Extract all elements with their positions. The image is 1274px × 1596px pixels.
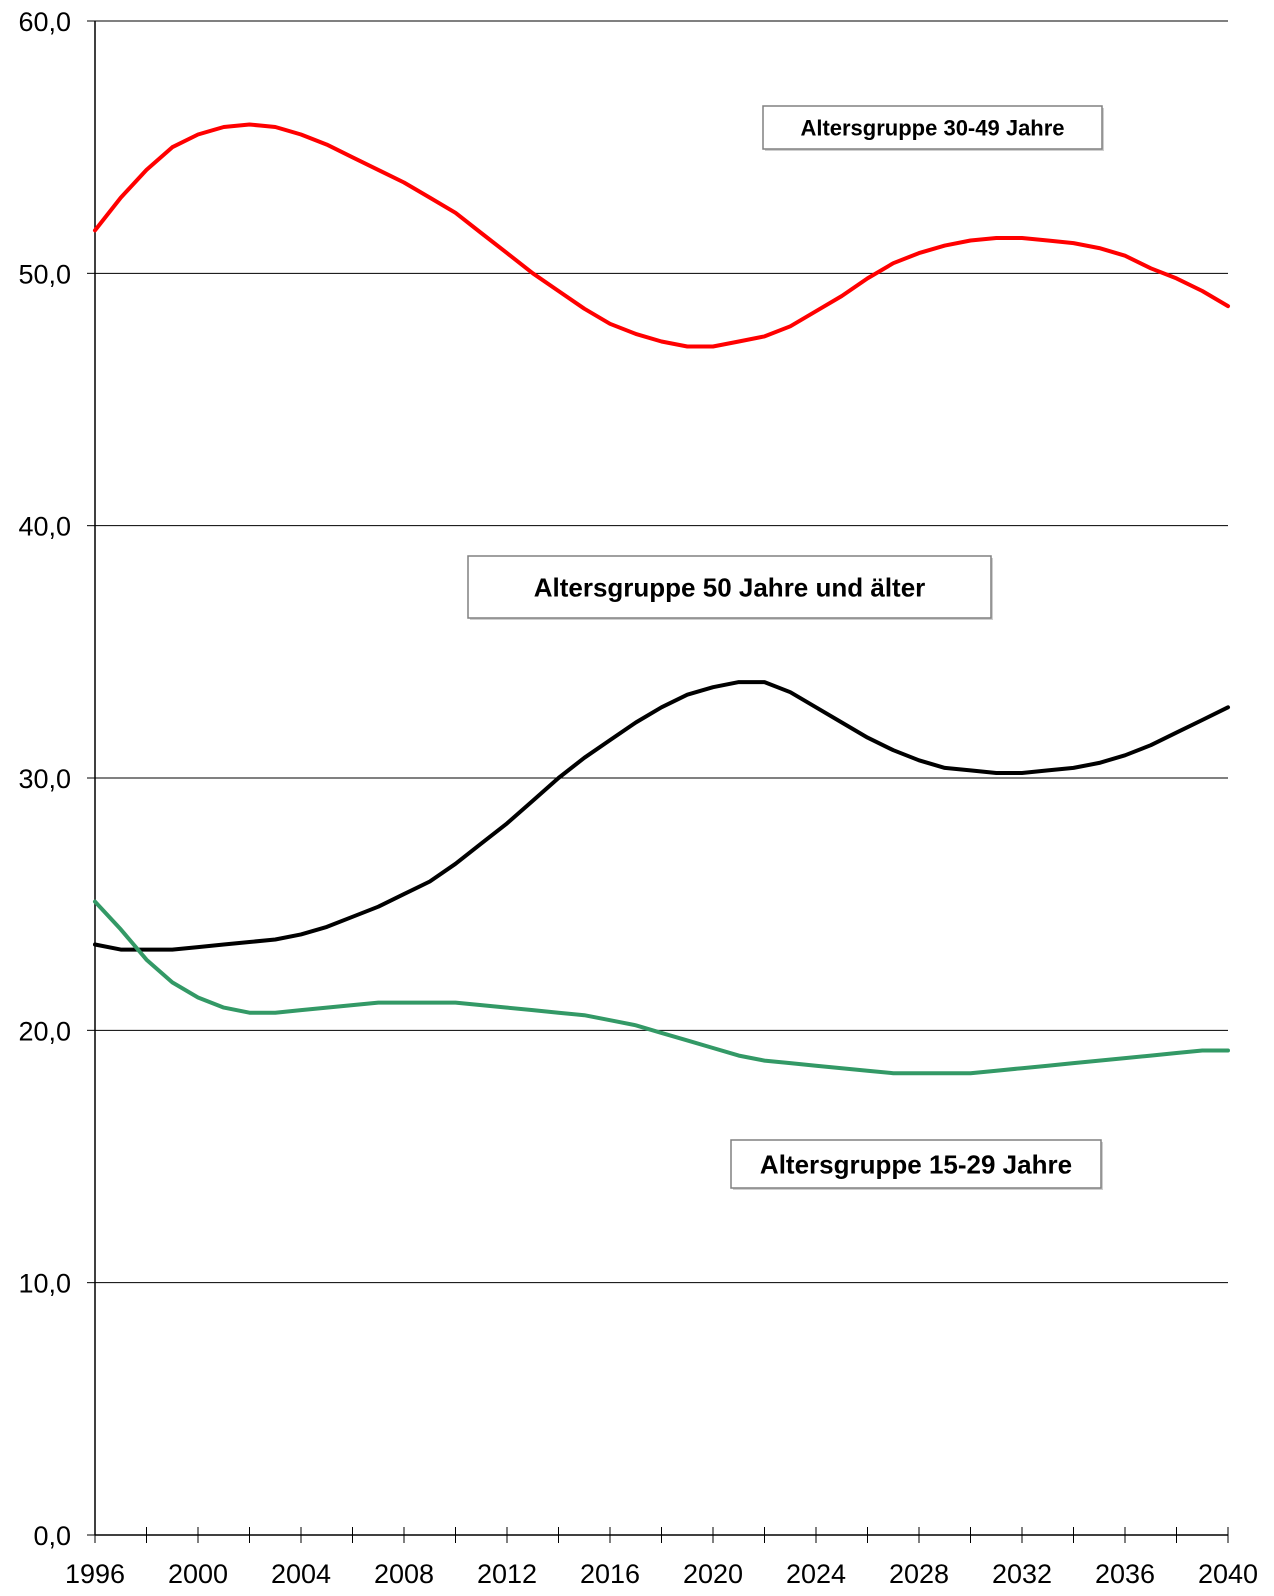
annotation-label: Altersgruppe 15-29 Jahre bbox=[760, 1149, 1072, 1179]
annotation-box-frame bbox=[730, 1139, 1102, 1189]
annotation-box-30-49: Altersgruppe 30-49 Jahre bbox=[762, 105, 1104, 151]
y-tick-label: 30,0 bbox=[18, 764, 71, 794]
x-tick-label: 2004 bbox=[271, 1559, 331, 1589]
x-tick-label: 2032 bbox=[992, 1559, 1052, 1589]
series-lines bbox=[93, 122, 1230, 1076]
x-tick-label: 2040 bbox=[1198, 1559, 1258, 1589]
x-tick-label: 2012 bbox=[477, 1559, 537, 1589]
x-tick-label: 2020 bbox=[683, 1559, 743, 1589]
y-tick-label: 20,0 bbox=[18, 1016, 71, 1046]
x-tick-label: 2036 bbox=[1095, 1559, 1155, 1589]
x-tick-label: 2000 bbox=[168, 1559, 228, 1589]
series-annotations: Altersgruppe 30-49 Jahre Altersgruppe 50 … bbox=[467, 105, 1104, 1190]
x-tick-label: 2028 bbox=[889, 1559, 949, 1589]
annotation-box-frame bbox=[762, 105, 1103, 150]
x-tick-label: 2016 bbox=[580, 1559, 640, 1589]
series-line-15-29 bbox=[93, 899, 1230, 1076]
y-tick-label: 0,0 bbox=[33, 1521, 71, 1551]
x-tick-label: 2008 bbox=[374, 1559, 434, 1589]
y-tick-label: 50,0 bbox=[18, 259, 71, 289]
axes: 0,0 10,0 20,0 30,0 40,0 50,0 60,0 1996 2000 2004 2… bbox=[18, 7, 1258, 1589]
annotation-box-50-plus: Altersgruppe 50 Jahre und älter bbox=[467, 555, 993, 620]
annotation-box-15-29: Altersgruppe 15-29 Jahre bbox=[730, 1139, 1103, 1190]
annotation-box-frame bbox=[467, 555, 992, 619]
y-tick-label: 60,0 bbox=[18, 7, 71, 37]
annotation-label: Altersgruppe 30-49 Jahre bbox=[800, 115, 1064, 140]
series-line-30-49 bbox=[93, 122, 1230, 349]
annotation-label: Altersgruppe 50 Jahre und älter bbox=[534, 572, 926, 602]
grid-lines bbox=[95, 20, 1228, 1284]
series-line-50-plus bbox=[93, 680, 1230, 952]
y-tick-label: 10,0 bbox=[18, 1269, 71, 1299]
y-tick-label: 40,0 bbox=[18, 512, 71, 542]
x-tick-label: 2024 bbox=[786, 1559, 846, 1589]
x-tick-label: 1996 bbox=[65, 1559, 125, 1589]
